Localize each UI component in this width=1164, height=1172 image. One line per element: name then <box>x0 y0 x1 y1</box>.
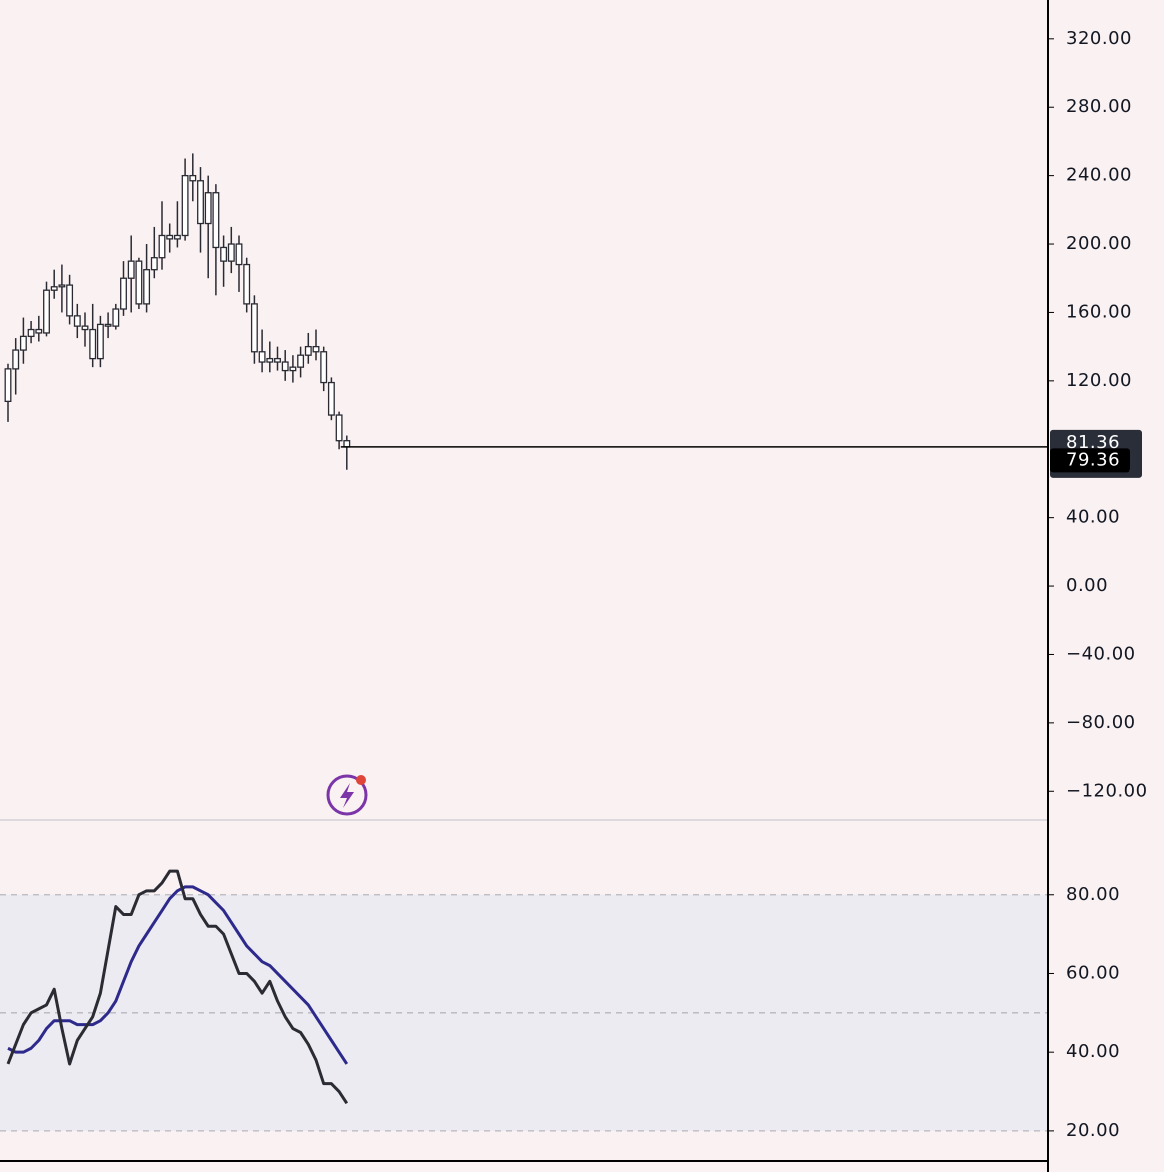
candle-body <box>158 234 166 259</box>
y-tick-label: 120.00 <box>1066 370 1132 391</box>
y-tick-label: −80.00 <box>1066 712 1136 733</box>
candle-body <box>266 357 274 363</box>
candle-body <box>19 335 27 351</box>
y-tick-label: 20.00 <box>1066 1120 1120 1141</box>
candle-body <box>274 357 281 363</box>
candle-body <box>235 243 243 266</box>
candle-body <box>4 368 12 403</box>
candle-body <box>181 174 189 237</box>
candle-body <box>66 284 74 317</box>
y-tick-label: 320.00 <box>1066 28 1132 49</box>
candle-body <box>43 289 50 334</box>
candle-body <box>258 351 266 363</box>
candle-body <box>320 351 328 384</box>
last-price-label: 81.36 <box>1066 432 1120 453</box>
candle-body <box>104 323 112 327</box>
y-tick-label: −120.00 <box>1066 780 1148 801</box>
y-tick-label: 80.00 <box>1066 884 1120 905</box>
candle-body <box>127 260 135 279</box>
candle-body <box>197 180 204 225</box>
candle-body <box>27 328 35 338</box>
candle-body <box>189 174 197 182</box>
y-tick-label: 200.00 <box>1066 233 1132 254</box>
candle-body <box>73 315 81 327</box>
y-tick-label: 40.00 <box>1066 507 1120 528</box>
candle-body <box>289 366 297 372</box>
candle-body <box>96 323 104 360</box>
y-tick-label: −40.00 <box>1066 643 1136 664</box>
crosshair-price-label: 79.36 <box>1066 449 1120 470</box>
candle-body <box>12 349 20 370</box>
candle-body <box>250 303 258 353</box>
candle-body <box>120 277 127 310</box>
candle-body <box>327 381 335 416</box>
candle-body <box>135 260 143 305</box>
rsi-line <box>6 869 349 1105</box>
candle-body <box>227 243 235 262</box>
candle-body <box>89 328 97 360</box>
candle-body <box>143 269 151 305</box>
icon-bolt <box>340 783 354 808</box>
candle-body <box>50 286 58 291</box>
rsi-line <box>7 885 349 1065</box>
candle-body <box>335 414 343 442</box>
candle-body <box>343 440 351 448</box>
y-tick-label: 280.00 <box>1066 96 1132 117</box>
crosshair-price-box <box>1050 448 1130 473</box>
candle-body <box>304 345 312 356</box>
candle-body <box>112 308 120 327</box>
candle-body <box>173 234 181 240</box>
candle-body <box>58 284 66 288</box>
candle-body <box>204 192 212 225</box>
icon-ring <box>326 774 368 816</box>
icon-dot <box>356 775 366 785</box>
candle-body <box>297 354 305 368</box>
candle-body <box>166 234 174 240</box>
candle-body <box>281 361 289 372</box>
candle-body <box>220 246 228 262</box>
candle-body <box>150 257 158 271</box>
y-tick-label: 240.00 <box>1066 165 1132 186</box>
candle-body <box>35 328 43 334</box>
candle-body <box>243 263 251 305</box>
y-tick-label: 0.00 <box>1066 575 1108 596</box>
alert-icon[interactable] <box>326 774 368 816</box>
candle-body <box>312 345 320 353</box>
y-tick-label: 40.00 <box>1066 1041 1120 1062</box>
candle-body <box>81 325 89 331</box>
y-tick-label: 60.00 <box>1066 962 1120 983</box>
plot-layer <box>0 153 1048 1132</box>
y-tick-label: 160.00 <box>1066 301 1132 322</box>
candle-body <box>212 192 220 249</box>
